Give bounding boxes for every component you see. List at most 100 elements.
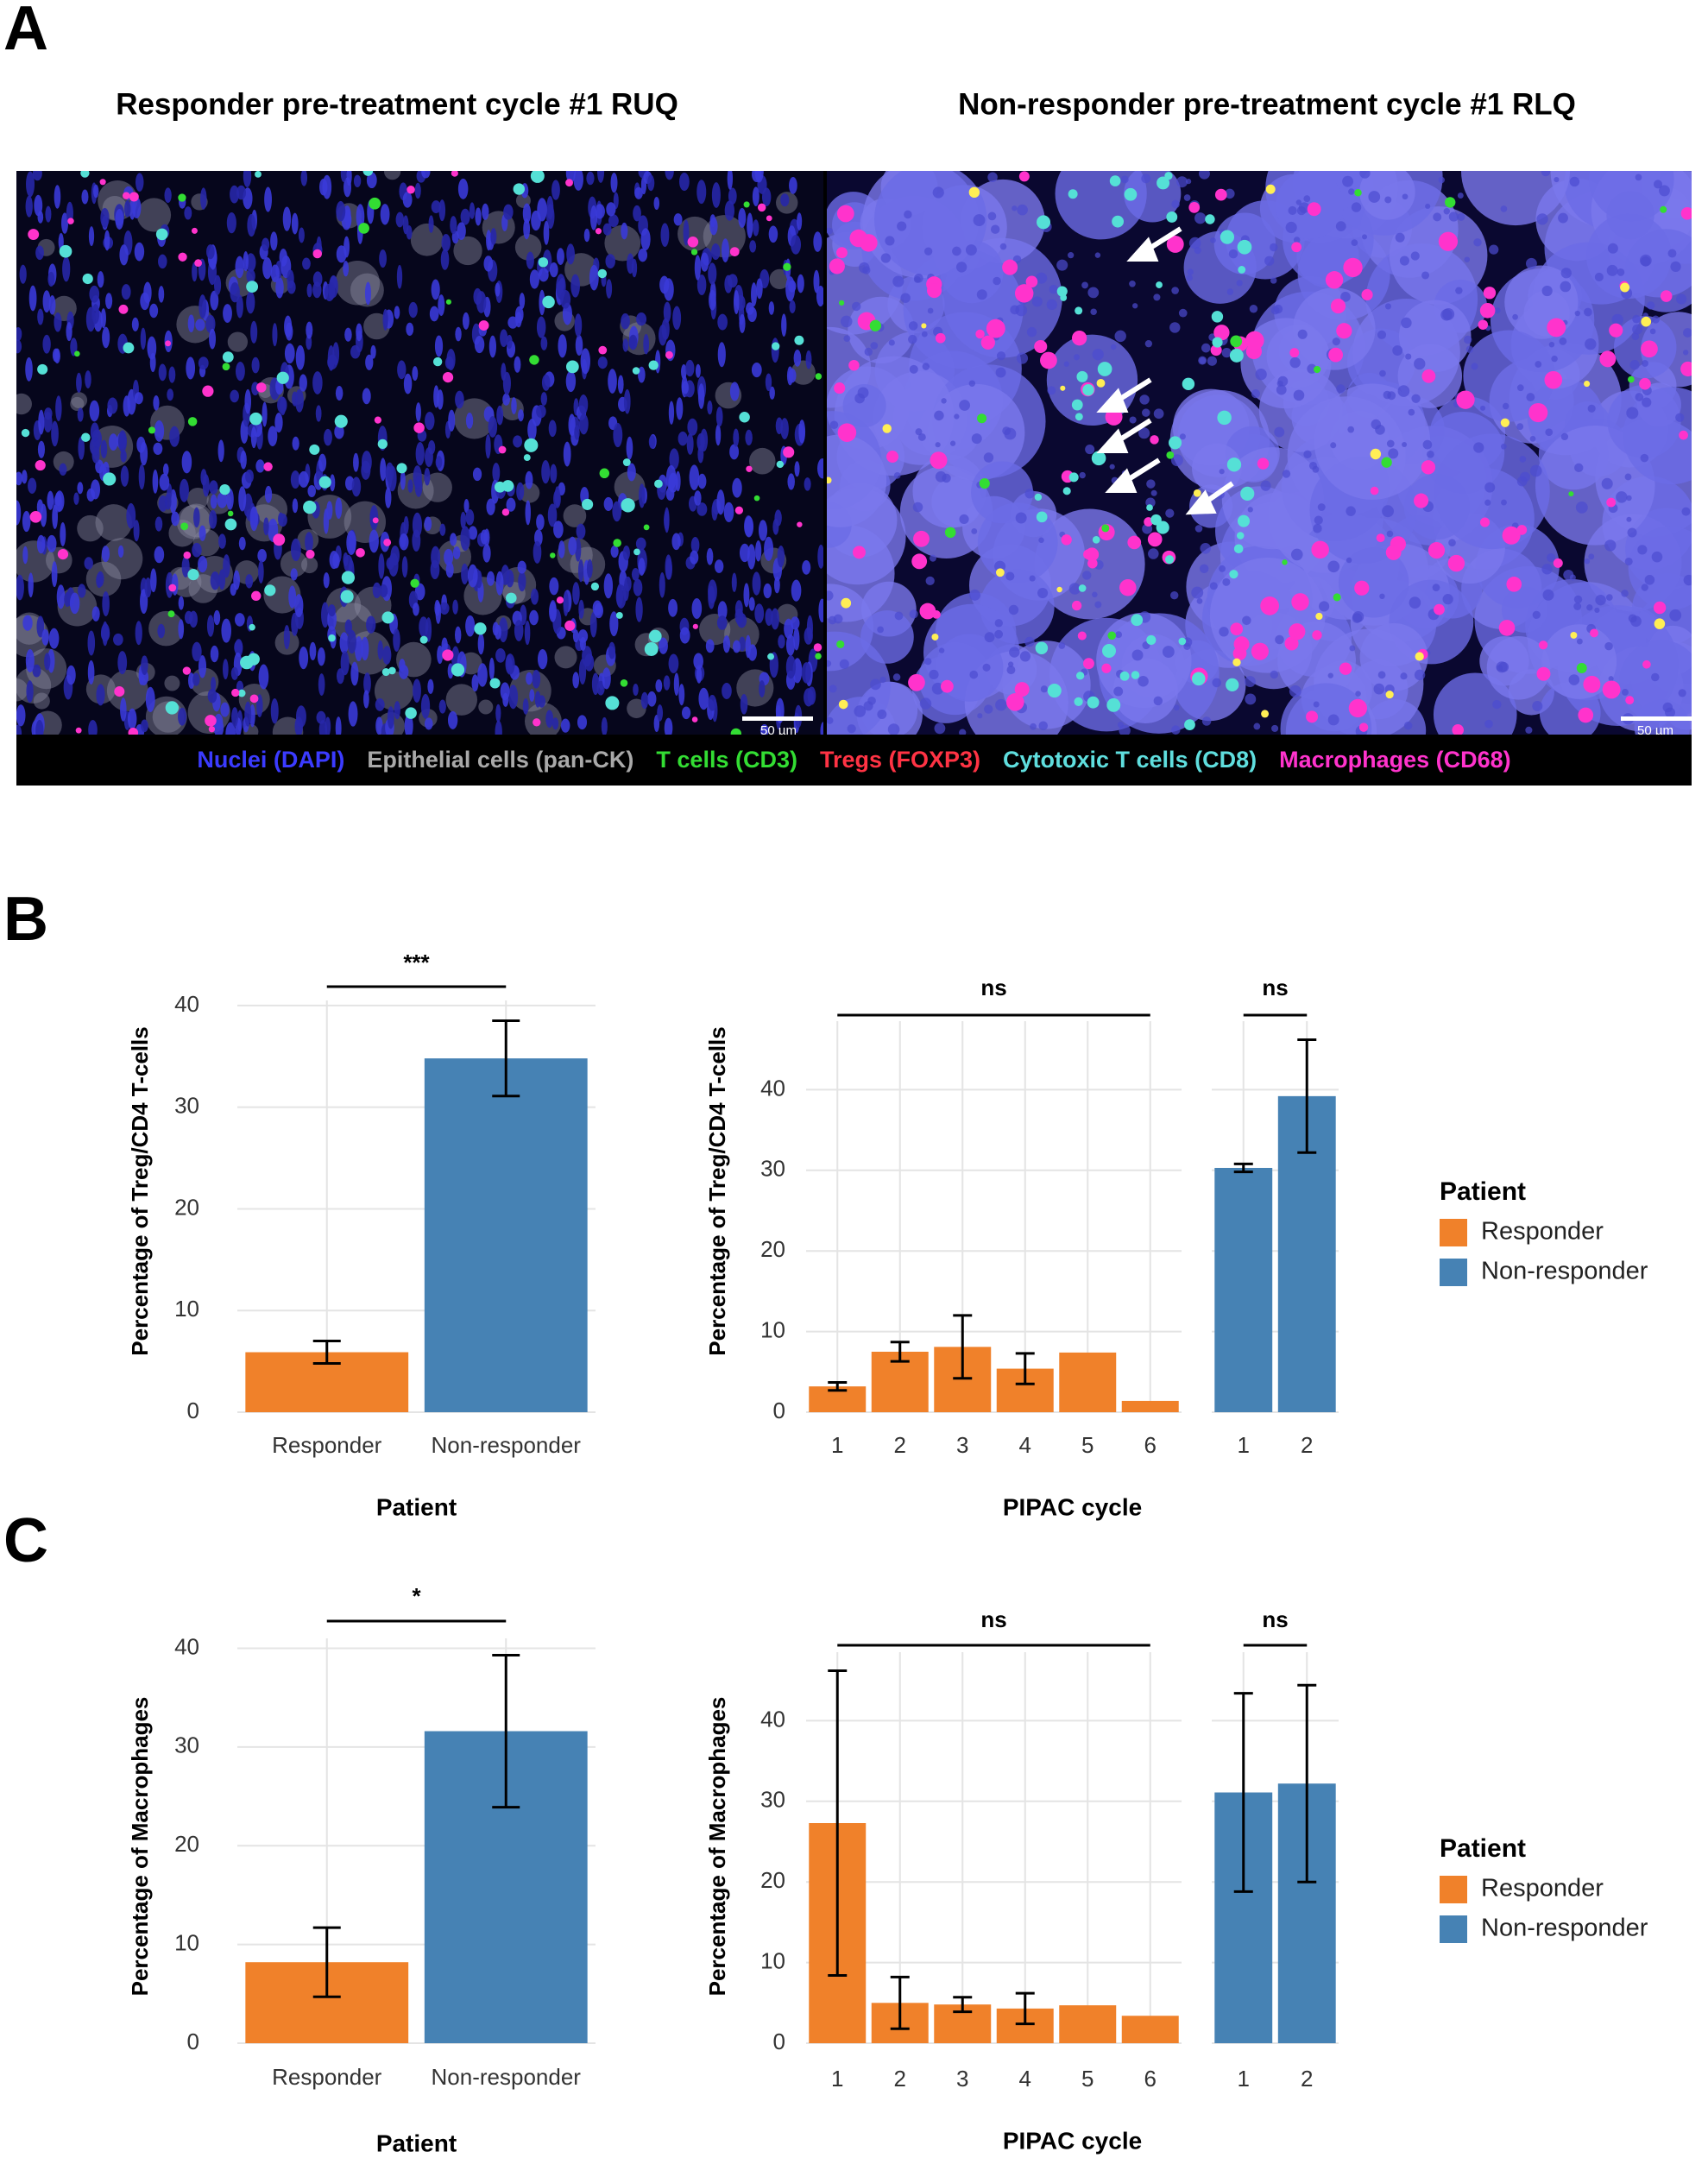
cell <box>1075 306 1083 315</box>
nucleus <box>329 474 336 492</box>
nucleus <box>457 178 469 199</box>
cell <box>231 688 240 697</box>
nucleus <box>540 336 548 350</box>
cell <box>187 569 199 581</box>
nucleus <box>1438 176 1446 184</box>
nucleus <box>1141 174 1151 184</box>
nucleus <box>226 488 234 510</box>
nucleus <box>578 659 587 685</box>
cell <box>1071 331 1087 346</box>
nucleus <box>89 400 100 422</box>
nucleus <box>448 409 456 432</box>
nucleus <box>1408 408 1415 416</box>
nucleus <box>1038 721 1049 731</box>
cell <box>37 363 48 375</box>
nucleus <box>22 510 31 533</box>
nucleus <box>572 582 580 605</box>
nucleus <box>51 561 58 588</box>
nucleus <box>711 243 721 261</box>
nucleus <box>577 558 584 583</box>
nucleus <box>419 616 429 638</box>
nucleus <box>724 200 735 221</box>
nucleus <box>214 274 222 295</box>
cell <box>29 510 42 523</box>
nucleus <box>393 628 400 652</box>
nucleus <box>756 278 763 300</box>
x-tick-label: 4 <box>1019 1432 1031 1458</box>
nucleus <box>1574 310 1580 317</box>
nucleus <box>60 521 66 546</box>
error-bar <box>1015 1352 1035 1385</box>
cell <box>74 350 80 357</box>
nucleus <box>912 502 923 513</box>
nucleus <box>743 583 750 608</box>
nucleus <box>1270 670 1279 679</box>
cell <box>1188 202 1201 213</box>
nucleus <box>101 546 110 563</box>
nucleus <box>1631 332 1640 341</box>
scale-label: 50 µm <box>760 723 797 738</box>
cell <box>1609 323 1623 338</box>
nucleus <box>44 653 51 671</box>
nucleus <box>1153 293 1161 301</box>
nucleus <box>1313 701 1320 708</box>
arrow-head <box>1096 428 1129 453</box>
nucleus <box>1617 268 1625 276</box>
nucleus <box>1006 666 1016 675</box>
nucleus <box>589 611 597 638</box>
nucleus <box>108 433 118 451</box>
cell <box>498 445 507 454</box>
nucleus <box>1616 491 1628 503</box>
cell <box>643 524 650 531</box>
nucleus <box>117 545 124 558</box>
nucleus <box>689 464 700 490</box>
nucleus <box>1399 256 1409 266</box>
legend-title: Patient <box>1440 1834 1526 1863</box>
tissue <box>1359 171 1415 220</box>
nucleus <box>1170 454 1183 467</box>
stain-legend: Nuclei (DAPI) Epithelial cells (pan-CK) T … <box>16 735 1692 786</box>
nucleus <box>340 650 350 676</box>
cell <box>739 412 750 423</box>
cell <box>1307 202 1321 217</box>
nucleus <box>158 286 165 303</box>
cell <box>168 584 177 592</box>
cell <box>1014 284 1034 303</box>
tissue <box>383 171 401 180</box>
cell <box>1680 361 1692 377</box>
nucleus <box>721 238 729 262</box>
cell <box>474 622 487 635</box>
tissue <box>827 434 887 527</box>
nucleus <box>1484 719 1493 729</box>
nucleus <box>537 648 548 670</box>
nucleus <box>536 514 545 531</box>
nucleus <box>530 588 539 605</box>
nucleus <box>435 601 441 624</box>
cell <box>1284 636 1299 651</box>
cell <box>80 171 90 178</box>
nucleus <box>231 707 239 727</box>
y-tick-label: 40 <box>760 1075 785 1101</box>
cell <box>620 679 628 687</box>
tissue <box>374 671 414 710</box>
nucleus <box>414 583 425 601</box>
nucleus <box>635 596 643 622</box>
nucleus <box>1068 251 1075 259</box>
nucleus <box>1191 586 1204 599</box>
nucleus <box>135 621 142 646</box>
nucleus <box>586 558 593 578</box>
nucleus <box>1587 404 1596 413</box>
nucleus <box>1632 324 1642 335</box>
cell <box>767 653 774 660</box>
nucleus <box>92 184 99 199</box>
nucleus <box>245 574 254 589</box>
nucleus <box>1249 305 1258 313</box>
nucleus <box>696 666 703 684</box>
nucleus <box>438 699 446 714</box>
nucleus <box>347 629 356 654</box>
nucleus <box>640 228 651 251</box>
cell <box>1325 271 1344 289</box>
nucleus <box>694 255 701 281</box>
nucleus <box>460 208 470 225</box>
nucleus <box>226 211 236 234</box>
